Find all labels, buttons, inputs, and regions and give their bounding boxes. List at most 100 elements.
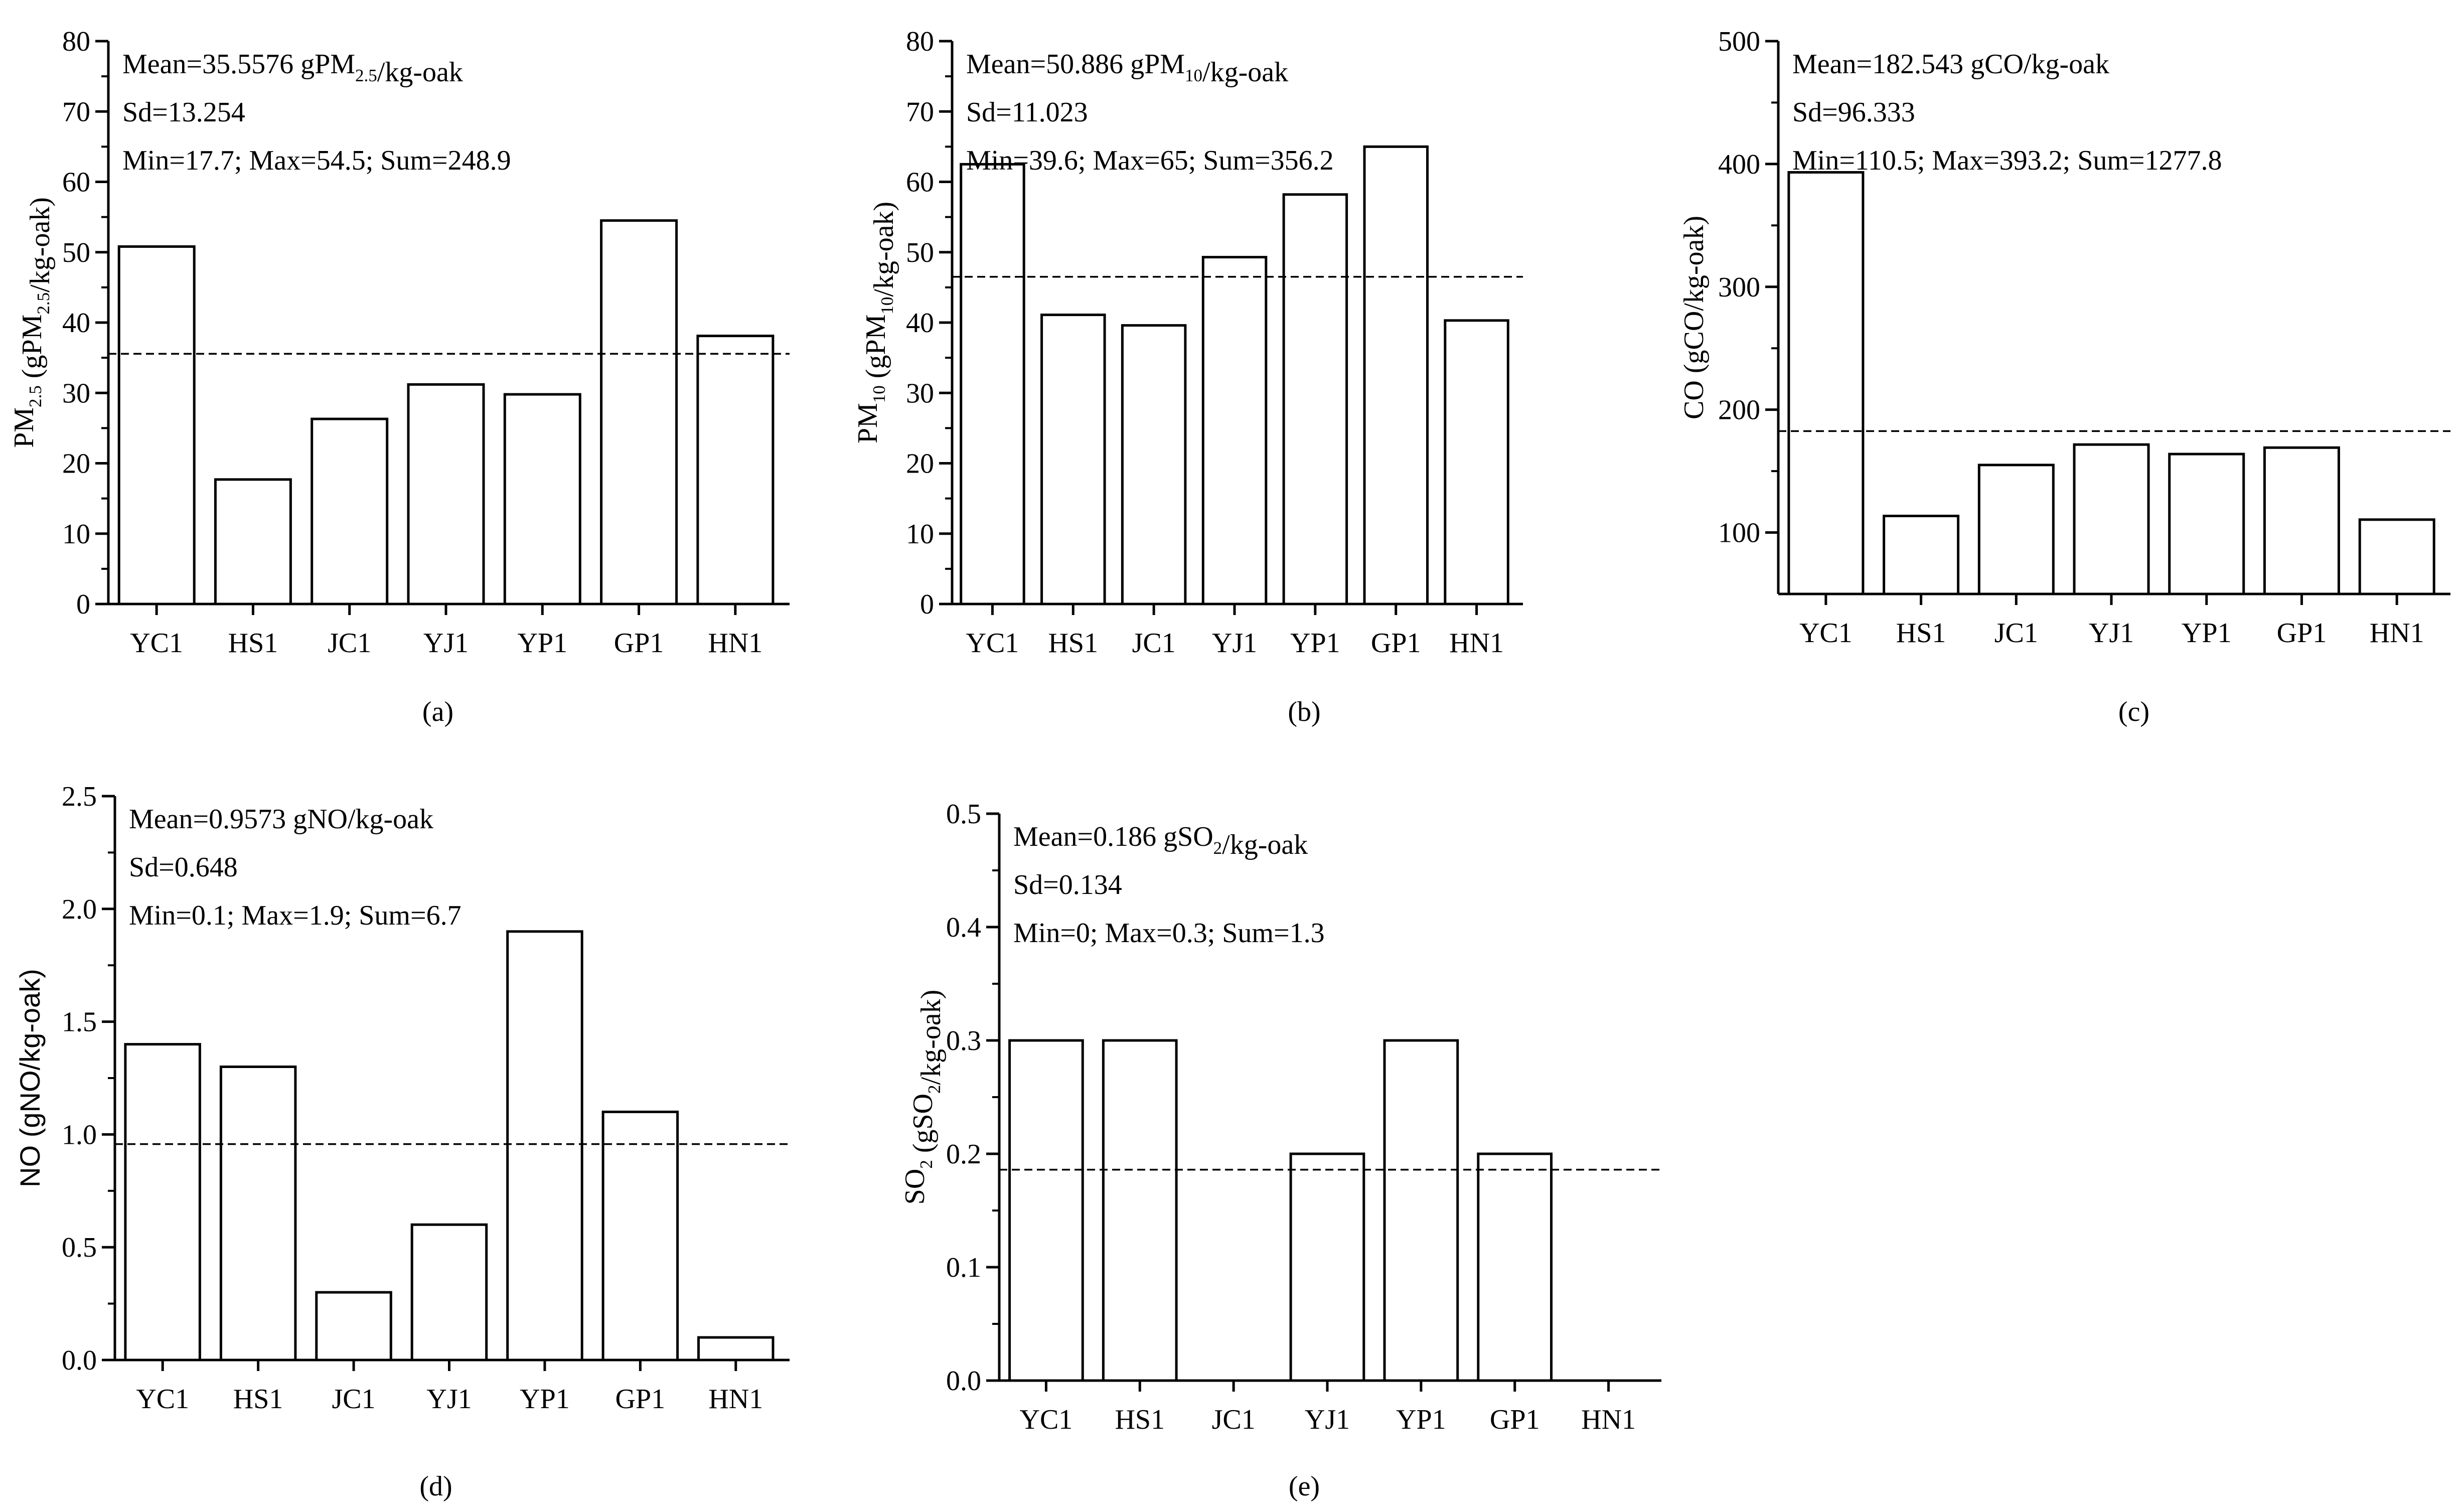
y-tick-label: 60 [906, 167, 934, 198]
stats-line: Min=0.1; Max=1.9; Sum=6.7 [129, 900, 462, 931]
x-tick-label: HN1 [2370, 618, 2424, 649]
x-tick-label: GP1 [2277, 618, 2327, 649]
chart-panel-d: 0.0 0.5 1.0 1.5 2.0 2.5 YC1 HS1 JC1 YJ1 YP1 GP1 HN1 N… [14, 781, 790, 1502]
x-tick-label: YJ1 [2089, 618, 2134, 649]
y-tick-label: 0.3 [946, 1025, 981, 1056]
stats-line: Min=39.6; Max=65; Sum=356.2 [966, 145, 1334, 176]
stats-line: Min=110.5; Max=393.2; Sum=1277.8 [1792, 145, 2222, 176]
y-tick-label: 80 [906, 26, 934, 57]
x-tick-label: HN1 [708, 1384, 763, 1415]
chart-panel-e: 0.0 0.1 0.2 0.3 0.4 0.5 YC1 HS1 JC1 YJ1 YP1 GP1 HN1 S… [899, 799, 1661, 1502]
bar-YJ1 [1201, 256, 1268, 606]
y-tick-label: 30 [62, 378, 90, 409]
chart-panel-c: 100 200 300 400 500 YC1 HS1 JC1 YJ1 YP1 GP1 HN1 CO (… [1678, 26, 2450, 727]
bar-GP1 [601, 1110, 679, 1362]
bar-HN1 [1444, 319, 1509, 606]
x-tick-label: YC1 [1020, 1404, 1073, 1435]
chart-panel-a: 0 10 20 30 40 50 60 70 80 YC1 HS1 JC1 YJ1 YP1 GP1 HN1 PM… [9, 26, 790, 727]
panel-caption: (a) [422, 696, 453, 727]
bar-HS1 [214, 478, 292, 606]
x-tick-label: HS1 [1896, 618, 1946, 649]
y-tick-label: 1.0 [62, 1119, 97, 1150]
bar-GP1 [600, 219, 678, 606]
y-tick-label: 0.1 [946, 1252, 981, 1283]
y-tick-label: 0.2 [946, 1139, 981, 1170]
x-tick-label: JC1 [1212, 1404, 1256, 1435]
x-tick-label: HN1 [1581, 1404, 1636, 1435]
y-axis-label: NO (gNO/kg-oak) [14, 969, 46, 1187]
x-tick-label: GP1 [616, 1384, 666, 1415]
x-tick-label: HS1 [228, 628, 278, 659]
y-tick-label: 300 [1718, 272, 1760, 303]
panel-caption: (c) [2118, 696, 2149, 727]
bar-HS1 [1102, 1039, 1178, 1382]
stats-line: Mean=0.9573 gNO/kg-oak [129, 804, 433, 835]
bar-YP1 [1383, 1039, 1459, 1382]
y-tick-label: 0.0 [946, 1366, 981, 1397]
y-tick-label: 30 [906, 378, 934, 409]
chart-panel-b: 0 10 20 30 40 50 60 70 80 YC1 HS1 JC1 YJ1 YP1 GP1 HN1 PM… [852, 26, 1523, 727]
x-tick-label: YP1 [1396, 1404, 1446, 1435]
bar-YJ1 [2073, 443, 2150, 595]
stats-line: Mean=0.186 gSO2/kg-oak [1013, 821, 1308, 860]
y-axis-label: PM2.5 (gPM2.5/kg-oak) [9, 197, 56, 448]
y-tick-label: 0 [920, 589, 934, 620]
y-tick-label: 0.4 [946, 912, 981, 943]
x-tick-label: JC1 [328, 628, 371, 659]
y-tick-label: 40 [62, 308, 90, 339]
bar-GP1 [2263, 446, 2340, 595]
x-tick-label: YJ1 [1305, 1404, 1350, 1435]
x-tick-label: HN1 [1449, 628, 1504, 659]
bar-YJ1 [407, 383, 485, 606]
y-tick-label: 200 [1718, 395, 1760, 426]
bar-HS1 [1883, 515, 1960, 595]
bar-YC1 [117, 245, 196, 606]
stats-line: Min=0; Max=0.3; Sum=1.3 [1013, 918, 1325, 949]
bar-YC1 [1787, 171, 1865, 595]
stats-line: Sd=96.333 [1792, 97, 1915, 128]
bar-YC1 [124, 1043, 201, 1362]
bar-YP1 [2168, 452, 2245, 595]
stats-line: Sd=13.254 [122, 97, 245, 128]
panel-caption: (b) [1288, 696, 1320, 727]
y-axis-label: SO2 (gSO2/kg-oak) [899, 990, 947, 1205]
x-tick-label: YP1 [520, 1384, 570, 1415]
bar-JC1 [315, 1291, 392, 1362]
y-tick-label: 2.5 [62, 781, 97, 812]
bar-JC1 [1121, 324, 1187, 606]
bar-YP1 [503, 393, 581, 606]
bar-GP1 [1363, 145, 1429, 606]
x-tick-label: YC1 [130, 628, 183, 659]
stats-line: Mean=50.886 gPM10/kg-oak [966, 49, 1288, 88]
x-tick-label: GP1 [614, 628, 664, 659]
x-tick-label: YC1 [1799, 618, 1853, 649]
y-tick-label: 500 [1718, 26, 1760, 57]
y-tick-label: 60 [62, 167, 90, 198]
bar-YC1 [960, 163, 1025, 606]
x-tick-label: GP1 [1371, 628, 1421, 659]
y-tick-label: 70 [906, 96, 934, 127]
x-tick-label: JC1 [1132, 628, 1176, 659]
y-tick-label: 0 [76, 589, 90, 620]
stats-line: Sd=11.023 [966, 97, 1088, 128]
y-axis-label: CO (gCO/kg-oak) [1678, 216, 1710, 419]
bar-HS1 [219, 1066, 297, 1362]
x-tick-label: HN1 [708, 628, 762, 659]
x-tick-label: YC1 [966, 628, 1019, 659]
x-tick-label: YP1 [2182, 618, 2232, 649]
bar-YC1 [1008, 1039, 1084, 1382]
y-tick-label: 100 [1718, 518, 1760, 549]
y-tick-label: 400 [1718, 149, 1760, 180]
stats-line: Min=17.7; Max=54.5; Sum=248.9 [122, 145, 511, 176]
x-tick-label: JC1 [332, 1384, 375, 1415]
panel-caption: (e) [1289, 1471, 1320, 1502]
bar-YP1 [506, 930, 583, 1362]
stats-line: Mean=35.5576 gPM2.5/kg-oak [122, 49, 463, 88]
y-tick-label: 10 [906, 519, 934, 550]
bar-YJ1 [1289, 1152, 1365, 1382]
y-tick-label: 0.5 [62, 1232, 97, 1263]
x-tick-label: YJ1 [1212, 628, 1257, 659]
bar-YJ1 [410, 1223, 488, 1362]
panel-caption: (d) [419, 1471, 452, 1502]
